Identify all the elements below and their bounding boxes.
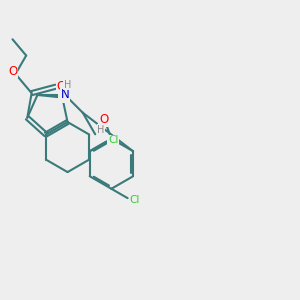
Text: O: O: [99, 113, 109, 126]
Text: H: H: [97, 124, 105, 135]
Text: H: H: [64, 80, 72, 90]
Text: Cl: Cl: [108, 135, 118, 146]
Text: O: O: [56, 80, 66, 93]
Text: N: N: [61, 88, 69, 101]
Text: S: S: [59, 92, 66, 103]
Text: Cl: Cl: [130, 195, 140, 205]
Text: O: O: [8, 64, 17, 77]
